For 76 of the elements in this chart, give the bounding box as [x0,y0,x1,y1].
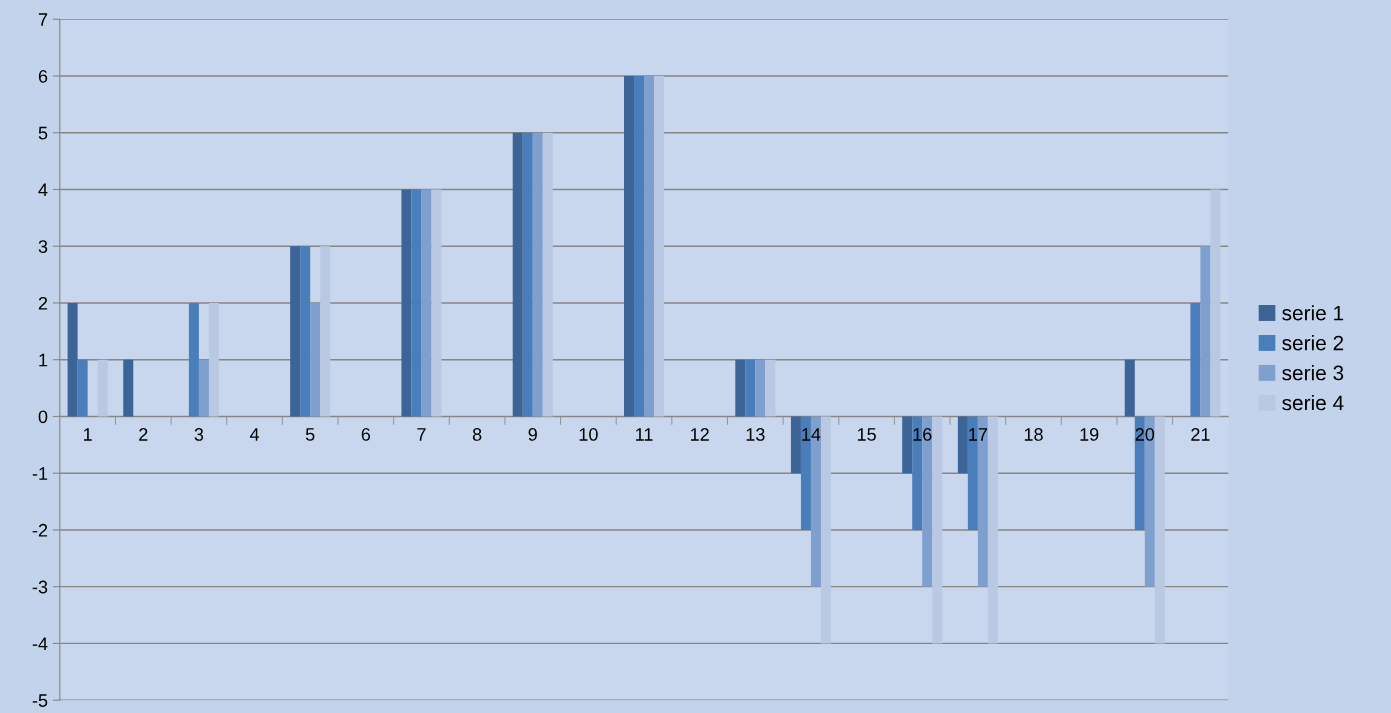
bar [512,132,523,417]
y-tick-label: -2 [32,523,48,537]
x-tick-label: 17 [969,428,988,441]
x-tick-label: 4 [249,428,260,441]
x-tick-label: 11 [636,428,653,441]
y-tick-label: -3 [32,580,48,594]
bar [820,416,831,644]
bar [77,359,88,417]
legend-label: serie 3 [1282,365,1344,381]
bar [1200,246,1211,417]
x-tick-label: 3 [194,428,204,441]
y-tick-label: 5 [38,126,48,140]
x-tick-label: 16 [913,428,932,441]
bar [644,75,655,417]
x-tick-label: 12 [691,428,709,441]
bar [421,189,432,417]
y-tick-label: -4 [32,637,48,650]
bar [97,359,108,417]
bar [1190,302,1201,417]
x-tick-label: 21 [1191,428,1210,441]
bar [1154,416,1165,644]
y-tick-label: 4 [38,183,48,197]
x-tick-label: 8 [472,428,482,441]
bar [932,416,943,644]
legend-label: serie 1 [1282,305,1344,321]
bar [310,302,321,417]
x-tick-label: 2 [139,428,148,441]
bar [902,416,913,474]
x-tick-label: 19 [1080,428,1099,441]
bar [624,75,635,417]
bar [290,246,301,417]
x-tick-label: 14 [802,428,821,441]
bar [542,132,553,417]
bar [957,416,968,474]
bar [755,359,766,417]
bar [411,189,422,417]
y-tick-label: 3 [38,240,48,253]
legend-label: serie 2 [1282,335,1344,351]
bar [208,302,219,417]
bar [765,359,776,417]
bar [522,132,533,417]
y-tick-label: -1 [32,467,48,480]
bar [188,302,199,417]
bar [532,132,543,417]
bar [300,246,311,417]
bar [198,359,209,417]
y-tick-label: 1 [39,353,48,367]
bar [320,246,331,417]
x-tick-label: 5 [305,428,315,441]
bar [987,416,998,644]
legend-label: serie 4 [1282,394,1344,411]
y-tick-label: -5 [32,694,48,707]
y-tick-label: 2 [38,296,48,310]
bar [790,416,801,474]
bar [67,302,78,417]
y-tick-label: 6 [38,69,48,83]
bar [123,359,134,417]
x-tick-label: 15 [857,428,876,441]
x-tick-label: 9 [528,428,537,441]
x-tick-label: 6 [361,428,371,441]
x-tick-label: 7 [417,428,426,441]
bar [654,75,665,417]
y-tick-label: 7 [38,13,48,26]
x-tick-label: 18 [1024,428,1043,441]
bar [634,75,645,417]
x-tick-label: 20 [1135,428,1155,441]
x-tick-label: 13 [746,428,765,441]
bar [1124,359,1135,417]
bar [431,189,442,417]
bar [735,359,746,417]
y-tick-label: 0 [38,410,48,424]
bar [1210,189,1221,417]
x-tick-label: 10 [579,428,598,441]
bar [401,189,412,417]
x-tick-label: 1 [83,428,92,441]
bar [745,359,756,417]
